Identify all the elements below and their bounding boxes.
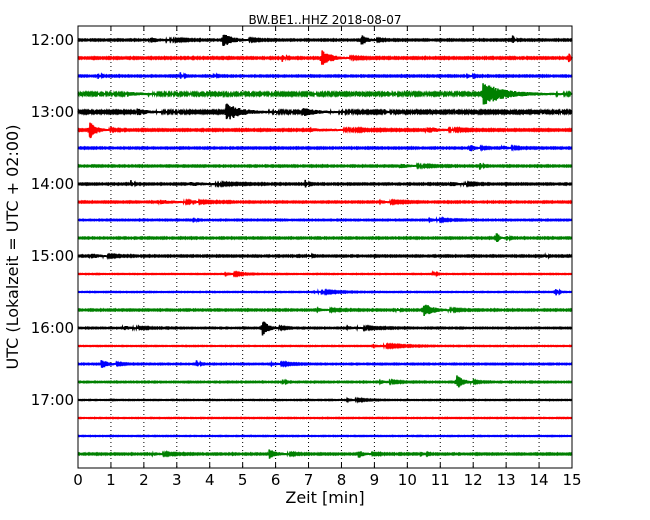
x-axis-label: Zeit [min] (285, 488, 364, 507)
seismic-trace (77, 360, 573, 368)
seismic-trace (77, 103, 573, 120)
x-tick-label: 15 (562, 471, 581, 489)
y-tick-label: 13:00 (31, 103, 74, 121)
seismic-trace (77, 216, 573, 224)
x-tick-label: 8 (337, 471, 347, 489)
seismic-trace (77, 321, 573, 336)
seismic-trace (77, 162, 573, 170)
chart-title: BW.BE1..HHZ 2018-08-07 (248, 13, 401, 27)
seismic-trace (77, 304, 573, 316)
seismic-trace (77, 122, 573, 139)
y-tick-label: 12:00 (31, 31, 74, 49)
trace-layer (77, 34, 573, 459)
seismic-trace (77, 233, 573, 243)
x-tick-label: 1 (106, 471, 116, 489)
x-tick-label: 3 (172, 471, 182, 489)
x-tick-label: 7 (304, 471, 314, 489)
seismic-trace (77, 396, 573, 404)
seismic-trace (77, 449, 573, 459)
x-tick-label: 0 (73, 471, 83, 489)
seismic-trace (77, 375, 573, 388)
x-tick-label: 4 (205, 471, 215, 489)
y-tick-label: 15:00 (31, 247, 74, 265)
x-tick-label: 13 (497, 471, 516, 489)
seismic-trace (77, 416, 573, 420)
seismic-trace (77, 342, 573, 350)
seismic-trace (77, 288, 573, 296)
x-tick-label: 12 (464, 471, 483, 489)
x-axis: 0 1 2 3 4 5 6 7 8 9 10 11 12 13 14 15 (73, 26, 582, 489)
seismic-trace (77, 72, 573, 80)
y-tick-label: 14:00 (31, 175, 74, 193)
x-tick-label: 5 (238, 471, 248, 489)
y-tick-label: 17:00 (31, 391, 74, 409)
seismic-trace (77, 144, 573, 153)
seismic-trace (77, 83, 573, 105)
seismic-trace (77, 50, 573, 65)
x-tick-label: 14 (530, 471, 549, 489)
y-axis-label: UTC (Lokalzeit = UTC + 02:00) (3, 125, 22, 370)
seismic-trace (77, 198, 573, 207)
x-tick-label: 6 (271, 471, 281, 489)
seismic-trace (77, 434, 573, 438)
seismic-trace (77, 34, 573, 46)
seismic-trace (77, 252, 573, 260)
x-tick-label: 11 (431, 471, 450, 489)
x-tick-label: 2 (139, 471, 149, 489)
x-tick-label: 10 (398, 471, 417, 489)
y-axis: 12:00 13:00 14:00 15:00 16:00 17:00 (31, 31, 572, 409)
y-tick-label: 16:00 (31, 319, 74, 337)
grid-layer (110, 26, 540, 468)
x-tick-label: 9 (370, 471, 380, 489)
plot-frame (77, 25, 573, 469)
seismic-trace (77, 270, 573, 278)
seismic-trace (77, 179, 573, 188)
